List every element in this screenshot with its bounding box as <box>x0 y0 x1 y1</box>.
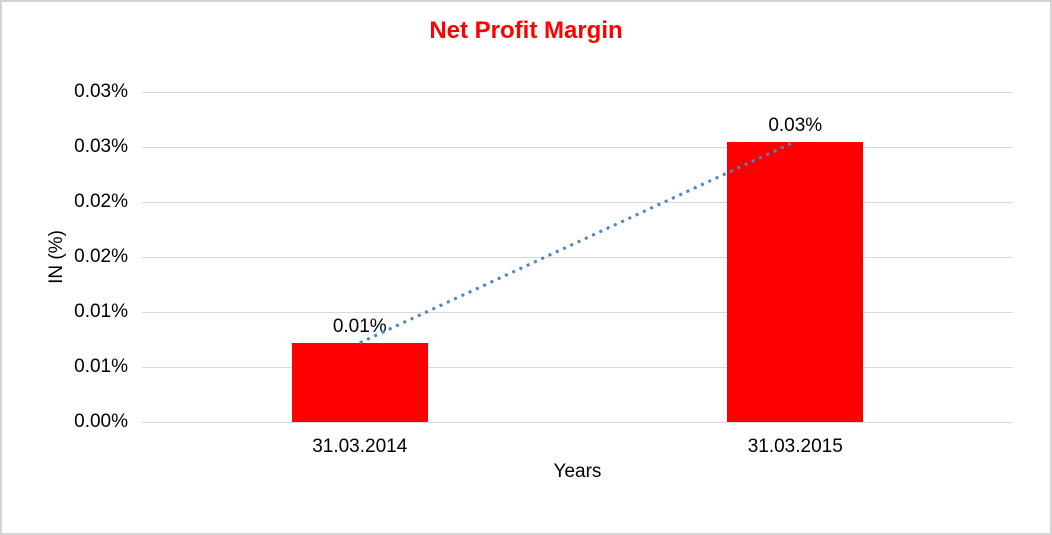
y-tick-label: 0.02% <box>74 246 128 267</box>
plot-area: 0.01% 0.03% <box>142 91 1013 423</box>
y-tick-label: 0.01% <box>74 356 128 377</box>
y-tick-label: 0.03% <box>74 136 128 157</box>
trendline <box>359 140 796 345</box>
gridline <box>142 146 1013 148</box>
y-tick-label: 0.00% <box>74 411 128 432</box>
bar-data-label: 0.01% <box>332 315 387 337</box>
x-category-label: 31.03.2015 <box>747 436 843 457</box>
gridline <box>142 91 1013 93</box>
gridline <box>142 256 1013 258</box>
x-axis-title: Years <box>553 461 602 482</box>
trendline-segment <box>359 140 796 345</box>
x-category-label: 31.03.2014 <box>312 436 408 457</box>
y-tick-label: 0.01% <box>74 301 128 322</box>
chart-title: Net Profit Margin <box>429 17 623 44</box>
gridline <box>142 311 1013 313</box>
y-tick-label: 0.02% <box>74 191 128 212</box>
bar-31.03.2014 <box>291 342 428 422</box>
gridline <box>142 421 1013 423</box>
bar-data-label: 0.03% <box>768 114 823 136</box>
gridline <box>142 366 1013 368</box>
bar-31.03.2015 <box>727 141 864 422</box>
y-axis-title-text: IN (%) <box>46 230 67 284</box>
gridline <box>142 201 1013 203</box>
y-tick-label: 0.03% <box>74 81 128 102</box>
